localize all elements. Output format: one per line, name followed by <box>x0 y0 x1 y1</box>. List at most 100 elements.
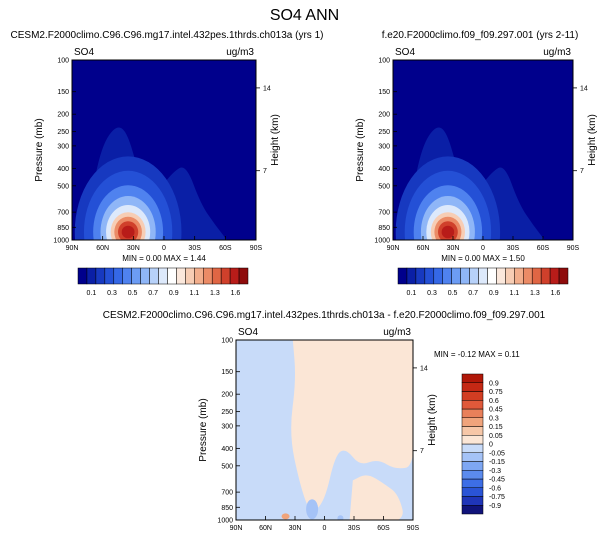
y2-tick-label: 7 <box>420 448 424 455</box>
colorbar-label: -0.75 <box>489 494 505 501</box>
colorbar-swatch <box>451 267 461 285</box>
colorbar-label: 0.45 <box>489 407 503 414</box>
contour-band-positive <box>349 475 403 520</box>
figure-title: SO4 ANN <box>270 7 339 24</box>
y-tick-label: 1000 <box>374 238 390 245</box>
colorbar-swatch <box>238 267 249 285</box>
y-tick-label: 200 <box>221 392 233 399</box>
y-tick-label: 700 <box>378 210 390 217</box>
y-tick-label: 400 <box>221 446 233 453</box>
colorbar-label: 0.3 <box>427 290 437 297</box>
colorbar-swatch <box>531 267 542 285</box>
colorbar-swatch <box>461 382 484 392</box>
colorbar-swatch <box>176 267 186 285</box>
panel-variable-label: SO4 <box>395 47 415 58</box>
min-max-stats: MIN = -0.12 MAX = 0.11 <box>434 350 520 359</box>
colorbar-swatch <box>461 426 484 436</box>
colorbar-swatch <box>185 267 195 285</box>
colorbar-label: 0.9 <box>489 290 499 297</box>
y-tick-label: 500 <box>221 463 233 470</box>
colorbar-swatch <box>461 505 484 515</box>
colorbar-swatch <box>104 267 115 285</box>
panel-units-label: ug/m3 <box>383 327 411 338</box>
x-tick-label: 60S <box>219 245 232 252</box>
y-tick-label: 850 <box>378 225 390 232</box>
y-tick-label: 300 <box>378 143 390 150</box>
y2-tick-label: 7 <box>580 168 584 175</box>
colorbar-swatch <box>461 408 484 418</box>
panel-title: f.e20.F2000climo.f09_f09.297.001 (yrs 2-… <box>382 30 579 41</box>
colorbar-swatch <box>558 267 569 285</box>
colorbar-swatch <box>469 267 479 285</box>
colorbar-swatch <box>140 267 150 285</box>
colorbar-swatch <box>461 373 484 383</box>
y2-tick-label: 14 <box>420 365 428 372</box>
colorbar-swatch <box>461 391 484 401</box>
y2-tick-label: 14 <box>580 85 588 92</box>
min-max-stats: MIN = 0.00 MAX = 1.50 <box>441 254 525 263</box>
colorbar-label: 0.9 <box>489 380 499 387</box>
colorbar-label: 0.1 <box>407 290 417 297</box>
x-tick-label: 90N <box>230 525 243 532</box>
x-tick-label: 90S <box>567 245 580 252</box>
contour-band-positive <box>291 340 413 511</box>
x-tick-label: 30S <box>348 525 361 532</box>
colorbar-label: -0.6 <box>489 485 501 492</box>
y2-tick-label: 7 <box>263 168 267 175</box>
y-tick-label: 250 <box>221 409 233 416</box>
plot-field <box>72 60 256 240</box>
contour-band-negative <box>337 515 344 520</box>
colorbar-swatch <box>86 267 97 285</box>
colorbar-swatch <box>505 267 515 285</box>
colorbar-label: 0.3 <box>489 415 499 422</box>
x-tick-label: 30S <box>507 245 520 252</box>
colorbar-swatch <box>461 496 484 506</box>
colorbar-label: 1.6 <box>231 290 241 297</box>
panel-title: CESM2.F2000climo.C96.C96.mg17.intel.432p… <box>103 310 546 321</box>
colorbar-label: 0.7 <box>148 290 158 297</box>
colorbar: 0.9 0.75 0.6 0.450.3 0.15 0.05 0-0.05 -0.15 -0.3… <box>461 373 505 515</box>
colorbar-swatch <box>397 267 408 285</box>
colorbar-label: 0.1 <box>87 290 97 297</box>
y-tick-label: 300 <box>57 143 69 150</box>
x-tick-label: 30N <box>127 245 140 252</box>
colorbar-swatch <box>158 267 168 285</box>
colorbar-label: 0.15 <box>489 424 503 431</box>
colorbar-swatch <box>461 470 484 480</box>
colorbar-swatch <box>194 267 204 285</box>
contour-band <box>121 225 135 239</box>
colorbar-swatch <box>461 478 484 488</box>
colorbar-label: 0.75 <box>489 389 503 396</box>
colorbar-label: -0.9 <box>489 503 501 510</box>
y-tick-label: 400 <box>57 166 69 173</box>
panel-variable-label: SO4 <box>74 47 94 58</box>
y-tick-label: 400 <box>378 166 390 173</box>
x-tick-label: 60S <box>537 245 550 252</box>
panel-title: CESM2.F2000climo.C96.C96.mg17.intel.432p… <box>11 30 324 41</box>
colorbar-swatch <box>229 267 240 285</box>
panel-units-label: ug/m3 <box>543 47 571 58</box>
colorbar-swatch <box>220 267 231 285</box>
colorbar-swatch <box>461 400 484 410</box>
x-tick-label: 0 <box>481 245 485 252</box>
colorbar-swatch <box>460 267 470 285</box>
y-tick-label: 150 <box>221 369 233 376</box>
panel-units-label: ug/m3 <box>226 47 254 58</box>
y-tick-label: 100 <box>378 58 390 65</box>
x-tick-label: 30N <box>447 245 460 252</box>
y-tick-label: 850 <box>221 505 233 512</box>
x-tick-label: 30N <box>289 525 302 532</box>
colorbar-label: 0 <box>489 442 493 449</box>
colorbar-swatch <box>523 267 533 285</box>
x-tick-label: 90N <box>387 245 400 252</box>
min-max-stats: MIN = 0.00 MAX = 1.44 <box>122 254 206 263</box>
colorbar-swatch <box>406 267 417 285</box>
colorbar-swatch <box>461 461 484 471</box>
y-tick-label: 1000 <box>217 518 233 525</box>
colorbar-label: 0.5 <box>128 290 138 297</box>
y-axis-label: Pressure (mb) <box>355 118 366 181</box>
y2-axis-label: Height (km) <box>587 114 598 166</box>
x-tick-label: 60N <box>417 245 430 252</box>
colorbar-label: 1.3 <box>530 290 540 297</box>
panel-cesm2-control: CESM2.F2000climo.C96.C96.mg17.intel.432p… <box>11 30 324 297</box>
